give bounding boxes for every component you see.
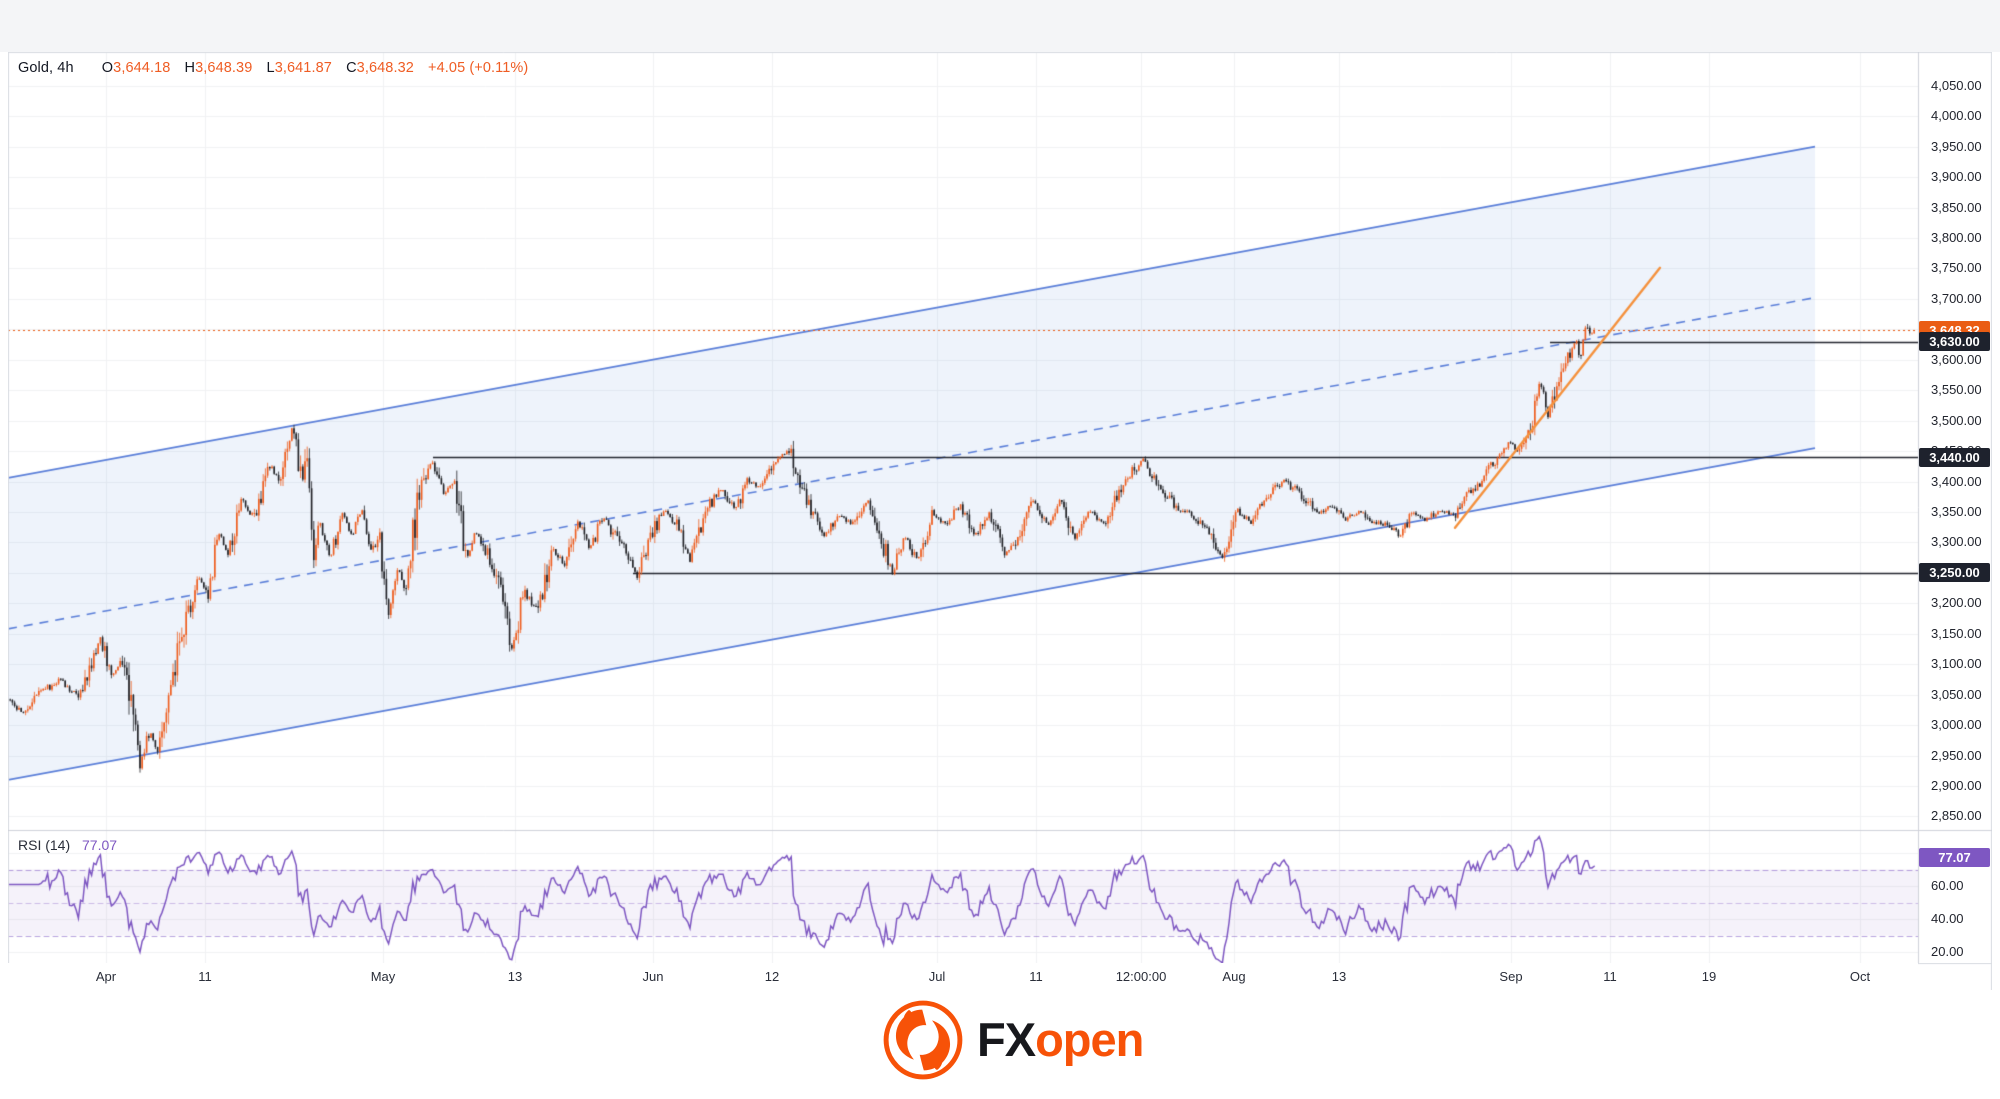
price-tick: 3,150.00 [1931,625,1982,641]
rsi-indicator-header[interactable]: RSI (14) 77.07 [18,837,117,853]
price-tick: 3,800.00 [1931,230,1982,245]
time-tick: 11 [1603,969,1617,984]
level-badge-3250: 3,250.00 [1919,563,1990,583]
time-tick: 11 [198,969,212,984]
low-label: L [266,60,275,76]
time-tick: May [370,969,396,984]
page-top-margin [0,0,2000,52]
time-tick: 13 [1331,969,1347,984]
price-tick: 3,100.00 [1931,656,1982,672]
logo-fx-text: FX [977,1013,1036,1066]
rsi-label: RSI (14) [18,837,71,853]
price-tick: 3,200.00 [1931,595,1982,611]
price-tick: 3,950.00 [1931,138,1982,154]
time-tick: 12 [764,969,780,984]
time-tick: 19 [1701,969,1717,984]
price-tick: 3,050.00 [1931,686,1982,702]
time-tick: Aug [1222,969,1246,984]
price-tick: 3,550.00 [1931,382,1982,398]
rsi-value: 77.07 [82,837,118,853]
time-tick: Jun [642,969,664,984]
time-tick: Apr [95,969,117,984]
price-tick: 3,600.00 [1931,351,1982,367]
price-tick: 2,950.00 [1931,747,1982,763]
close-value: 3,648.32 [356,60,414,76]
level-badge-3630: 3,630.00 [1919,332,1990,351]
time-tick: Oct [1849,969,1871,984]
open-label: O [101,60,114,76]
price-tick: 3,350.00 [1931,503,1982,519]
ohlc-header[interactable]: Gold, 4h O3,644.18 H3,648.39 L3,641.87 C… [18,60,528,76]
time-tick: 13 [507,969,523,984]
high-value: 3,648.39 [195,60,253,76]
rsi-axis-tick: 20.00 [1931,944,1964,959]
time-tick: Sep [1499,969,1523,984]
price-tick: 4,000.00 [1931,108,1982,124]
time-tick: 12:00:00 [1115,969,1167,984]
price-tick: 3,750.00 [1931,260,1982,276]
close-label: C [346,60,357,76]
price-tick: 4,050.00 [1931,77,1982,93]
price-tick: 3,000.00 [1931,717,1982,733]
low-value: 3,641.87 [274,60,332,76]
price-axis[interactable]: 3,648.32 3,630.00 3,440.00 3,250.00 77.0… [1918,52,1992,963]
price-tick: 3,850.00 [1931,199,1982,215]
price-tick: 3,900.00 [1931,169,1982,185]
price-tick: 3,400.00 [1931,473,1982,489]
price-tick: 2,900.00 [1931,777,1982,793]
rsi-value-badge: 77.07 [1919,848,1990,868]
symbol-title: Gold, 4h [18,60,74,76]
logo-open-text: open [1035,1013,1144,1066]
chart-widget: Gold, 4h O3,644.18 H3,648.39 L3,641.87 C… [8,52,1992,990]
time-tick: 11 [1029,969,1043,984]
open-value: 3,644.18 [113,60,171,76]
change-value: +4.05 (+0.11%) [428,60,529,76]
rsi-axis-tick: 40.00 [1931,911,1964,926]
time-tick: Jul [928,969,946,984]
rsi-axis-tick: 60.00 [1931,878,1964,893]
time-axis[interactable]: Apr 11 May 13 Jun 12 Jul 11 12:00:00 Aug 13 Sep 11 19… [8,963,1918,990]
high-label: H [184,60,196,76]
price-tick: 3,500.00 [1931,412,1982,428]
fxopen-emblem-icon [883,1000,963,1080]
fxopen-logo: FXopen [882,997,1144,1083]
fxopen-wordmark: FXopen [977,1000,1144,1080]
price-tick: 3,300.00 [1931,534,1982,550]
price-tick: 2,850.00 [1931,808,1982,824]
level-badge-3440: 3,440.00 [1919,447,1990,467]
price-chart-canvas[interactable] [8,52,1992,990]
price-tick: 3,700.00 [1931,290,1982,306]
